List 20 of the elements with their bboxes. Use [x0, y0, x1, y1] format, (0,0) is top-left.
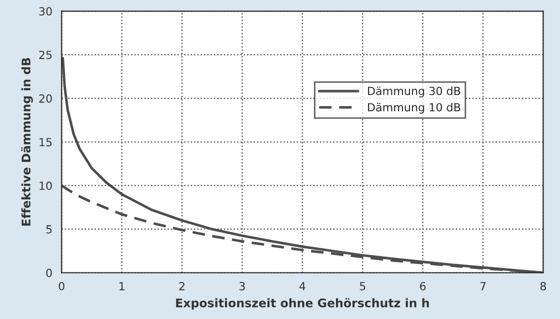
y-tick-label: 10 [40, 182, 52, 190]
x-tick-label: 5 [360, 282, 366, 290]
x-axis-title: Expositionszeit ohne Gehörschutz in h [176, 298, 429, 310]
y-tick-label: 20 [39, 94, 52, 103]
x-tick-label: 7 [480, 282, 486, 290]
x-tick-label: 1 [119, 282, 124, 290]
x-tick-label: 0 [58, 282, 64, 290]
y-tick-label: 5 [46, 225, 52, 234]
x-tick-label: 8 [540, 282, 546, 290]
legend-label: Dämmung 10 dB [368, 102, 460, 114]
x-tick-label: 3 [240, 282, 245, 290]
y-tick-label: 30 [39, 7, 52, 16]
x-tick-label: 4 [299, 282, 306, 290]
y-axis-title: Effektive Dämmung in dB [21, 58, 33, 226]
legend-label: Dämmung 30 dB [368, 86, 460, 98]
y-tick-label: 15 [40, 138, 52, 146]
x-tick-label: 6 [420, 282, 426, 290]
y-tick-label: 25 [39, 50, 52, 60]
y-tick-label: 0 [46, 268, 52, 278]
x-tick-label: 2 [179, 282, 184, 290]
